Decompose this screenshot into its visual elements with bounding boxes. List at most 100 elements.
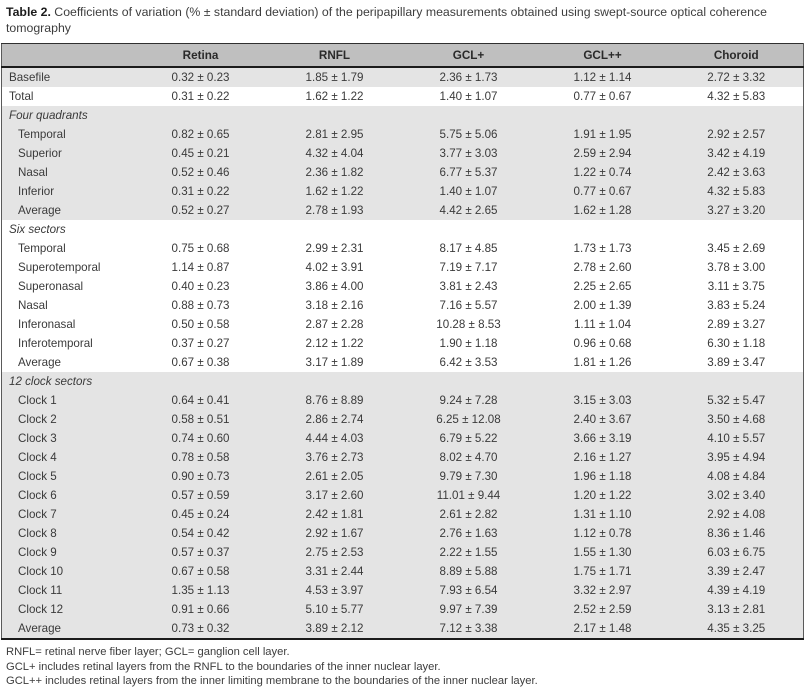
cell-value: 0.75 ± 0.68 <box>171 242 230 255</box>
cell-value: 2.36 ± 1.82 <box>305 166 364 179</box>
row-label: Temporal <box>18 128 66 141</box>
cell-value: 0.31 ± 0.22 <box>171 90 230 103</box>
section-header: 12 clock sectors <box>9 375 93 388</box>
cell-value: 3.89 ± 2.12 <box>305 622 364 635</box>
cell-value: 0.74 ± 0.60 <box>171 432 230 445</box>
cell-value: 2.40 ± 3.67 <box>573 413 632 426</box>
table-header: Retina RNFL GCL+ GCL++ Choroid <box>1 43 804 68</box>
table-title-label: Table 2. <box>6 5 51 19</box>
cell-value: 3.66 ± 3.19 <box>573 432 632 445</box>
cell-value: 3.13 ± 2.81 <box>707 603 766 616</box>
cell-value: 1.12 ± 0.78 <box>573 527 632 540</box>
cell-value: 3.11 ± 3.75 <box>707 280 765 293</box>
cell-value: 3.76 ± 2.73 <box>305 451 364 464</box>
cell-value: 0.58 ± 0.51 <box>171 413 230 426</box>
table-footnotes: RNFL= retinal nerve fiber layer; GCL= ga… <box>0 640 805 689</box>
row-label-column-header <box>1 43 134 68</box>
cell-value: 2.16 ± 1.27 <box>573 451 632 464</box>
row-label: Superior <box>18 147 62 160</box>
table-row: Average 0.52 ± 0.27 2.78 ± 1.93 4.42 ± 2.65… <box>1 201 804 220</box>
section-header-row: Four quadrants <box>1 106 804 125</box>
cell-value: 2.92 ± 4.08 <box>707 508 766 521</box>
cell-value: 0.40 ± 0.23 <box>171 280 230 293</box>
cell-value: 1.11 ± 1.04 <box>573 318 632 331</box>
cell-value: 3.31 ± 2.44 <box>305 565 364 578</box>
table-row: Average 0.73 ± 0.32 3.89 ± 2.12 7.12 ± 3.38… <box>1 619 804 639</box>
cell-value: 0.45 ± 0.21 <box>171 147 230 160</box>
row-label: Clock 9 <box>18 546 57 559</box>
cell-value: 3.89 ± 3.47 <box>707 356 766 369</box>
section-header: Four quadrants <box>9 109 88 122</box>
cell-value: 3.86 ± 4.00 <box>305 280 364 293</box>
cell-value: 6.42 ± 3.53 <box>439 356 498 369</box>
cell-value: 0.45 ± 0.24 <box>171 508 230 521</box>
cell-value: 2.87 ± 2.28 <box>305 318 364 331</box>
cell-value: 1.22 ± 0.74 <box>573 166 632 179</box>
cell-value: 1.14 ± 0.87 <box>171 261 230 274</box>
cell-value: 0.88 ± 0.73 <box>171 299 230 312</box>
cell-value: 3.17 ± 2.60 <box>305 489 364 502</box>
footnote: GCL++ includes retinal layers from the i… <box>6 675 538 687</box>
cell-value: 3.45 ± 2.69 <box>707 242 766 255</box>
cell-value: 6.79 ± 5.22 <box>439 432 498 445</box>
cell-value: 11.01 ± 9.44 <box>436 489 501 502</box>
table-row: Clock 4 0.78 ± 0.58 3.76 ± 2.73 8.02 ± 4.70… <box>1 448 804 467</box>
cell-value: 4.44 ± 4.03 <box>305 432 364 445</box>
table-row: Total 0.31 ± 0.22 1.62 ± 1.22 1.40 ± 1.07 0.… <box>2 87 804 106</box>
cell-value: 8.17 ± 4.85 <box>439 242 498 255</box>
cell-value: 1.62 ± 1.28 <box>573 204 632 217</box>
measurements-table: Retina RNFL GCL+ GCL++ Choroid Basefile 0.32 … <box>1 43 804 640</box>
cell-value: 3.50 ± 4.68 <box>707 413 766 426</box>
row-label: Inferior <box>18 185 55 198</box>
table-row: Basefile 0.32 ± 0.23 1.85 ± 1.79 2.36 ± 1.7… <box>1 67 804 87</box>
cell-value: 1.55 ± 1.30 <box>573 546 632 559</box>
table-row: Clock 8 0.54 ± 0.42 2.92 ± 1.67 2.76 ± 1.63… <box>1 524 804 543</box>
section-header-row: 12 clock sectors <box>1 372 804 391</box>
row-label: Clock 2 <box>18 413 57 426</box>
cell-value: 4.02 ± 3.91 <box>305 261 364 274</box>
table-body: Basefile 0.32 ± 0.23 1.85 ± 1.79 2.36 ± 1.7… <box>1 67 804 639</box>
cell-value: 0.52 ± 0.46 <box>171 166 230 179</box>
cell-value: 3.77 ± 3.03 <box>439 147 498 160</box>
cell-value: 2.78 ± 1.93 <box>305 204 364 217</box>
cell-value: 8.36 ± 1.46 <box>707 527 766 540</box>
cell-value: 0.52 ± 0.27 <box>171 204 230 217</box>
cell-value: 1.73 ± 1.73 <box>573 242 632 255</box>
cell-value: 1.96 ± 1.18 <box>573 470 632 483</box>
cell-value: 1.85 ± 1.79 <box>305 71 364 84</box>
cell-value: 2.42 ± 3.63 <box>707 166 766 179</box>
table-row: Temporal 0.82 ± 0.65 2.81 ± 2.95 5.75 ± 5.0… <box>1 125 804 144</box>
cell-value: 6.03 ± 6.75 <box>707 546 766 559</box>
cell-value: 1.20 ± 1.22 <box>573 489 632 502</box>
row-label: Clock 8 <box>18 527 57 540</box>
cell-value: 4.32 ± 5.83 <box>707 90 766 103</box>
column-header: RNFL <box>267 43 402 68</box>
cell-value: 0.78 ± 0.58 <box>171 451 230 464</box>
cell-value: 8.76 ± 8.89 <box>305 394 364 407</box>
table-row: Temporal 0.75 ± 0.68 2.99 ± 2.31 8.17 ± 4.8… <box>2 239 804 258</box>
column-header: Choroid <box>669 43 804 68</box>
row-label: Average <box>18 204 61 217</box>
cell-value: 3.18 ± 2.16 <box>305 299 364 312</box>
cell-value: 0.77 ± 0.67 <box>573 90 632 103</box>
cell-value: 9.79 ± 7.30 <box>439 470 498 483</box>
cell-value: 2.92 ± 1.67 <box>305 527 364 540</box>
table-row: Clock 9 0.57 ± 0.37 2.75 ± 2.53 2.22 ± 1.55… <box>1 543 804 562</box>
cell-value: 2.89 ± 3.27 <box>707 318 766 331</box>
row-label: Basefile <box>9 71 51 84</box>
row-label: Inferonasal <box>18 318 76 331</box>
row-label: Temporal <box>18 242 66 255</box>
table-row: Superior 0.45 ± 0.21 4.32 ± 4.04 3.77 ± 3.0… <box>1 144 804 163</box>
section-header: Six sectors <box>9 223 66 236</box>
cell-value: 3.78 ± 3.00 <box>707 261 766 274</box>
cell-value: 8.02 ± 4.70 <box>439 451 498 464</box>
cell-value: 2.78 ± 2.60 <box>573 261 632 274</box>
cell-value: 3.39 ± 2.47 <box>707 565 766 578</box>
cell-value: 3.27 ± 3.20 <box>707 204 766 217</box>
cell-value: 0.31 ± 0.22 <box>171 185 230 198</box>
cell-value: 0.96 ± 0.68 <box>573 337 632 350</box>
cell-value: 3.95 ± 4.94 <box>707 451 766 464</box>
row-label: Nasal <box>18 166 48 179</box>
table-row: Inferotemporal 0.37 ± 0.27 2.12 ± 1.22 1.90… <box>2 334 804 353</box>
cell-value: 2.76 ± 1.63 <box>439 527 498 540</box>
